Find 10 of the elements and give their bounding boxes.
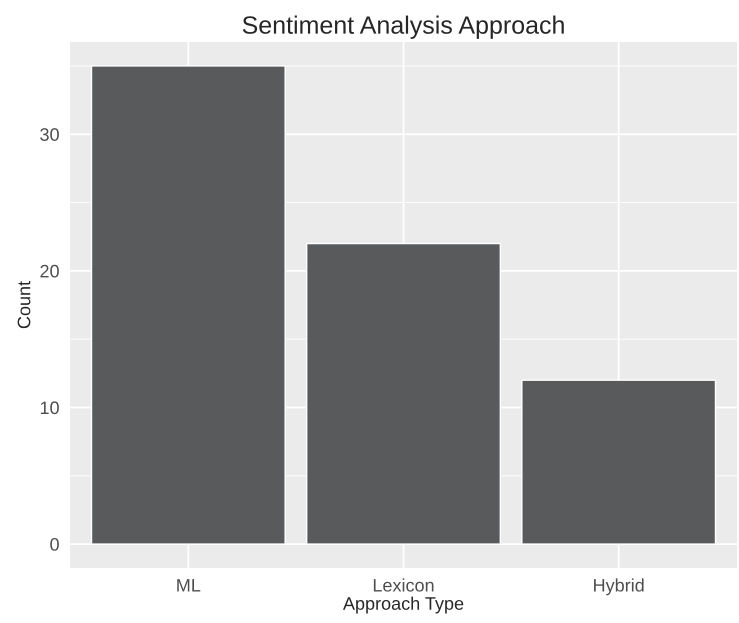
y-tick-label: 0	[50, 538, 59, 551]
x-axis-title: Approach Type	[342, 596, 464, 614]
y-tick-label: 10	[40, 401, 59, 414]
x-tick-label: Lexicon	[374, 578, 434, 592]
y-tick-label: 20	[40, 264, 59, 278]
x-tick-label: Hybrid	[594, 578, 644, 596]
x-tick-label: ML	[177, 579, 200, 592]
y-tick-label: 30	[40, 128, 59, 141]
chart-title: Sentiment Analysis Approach	[242, 16, 564, 39]
y-axis-title: Count	[18, 281, 30, 328]
